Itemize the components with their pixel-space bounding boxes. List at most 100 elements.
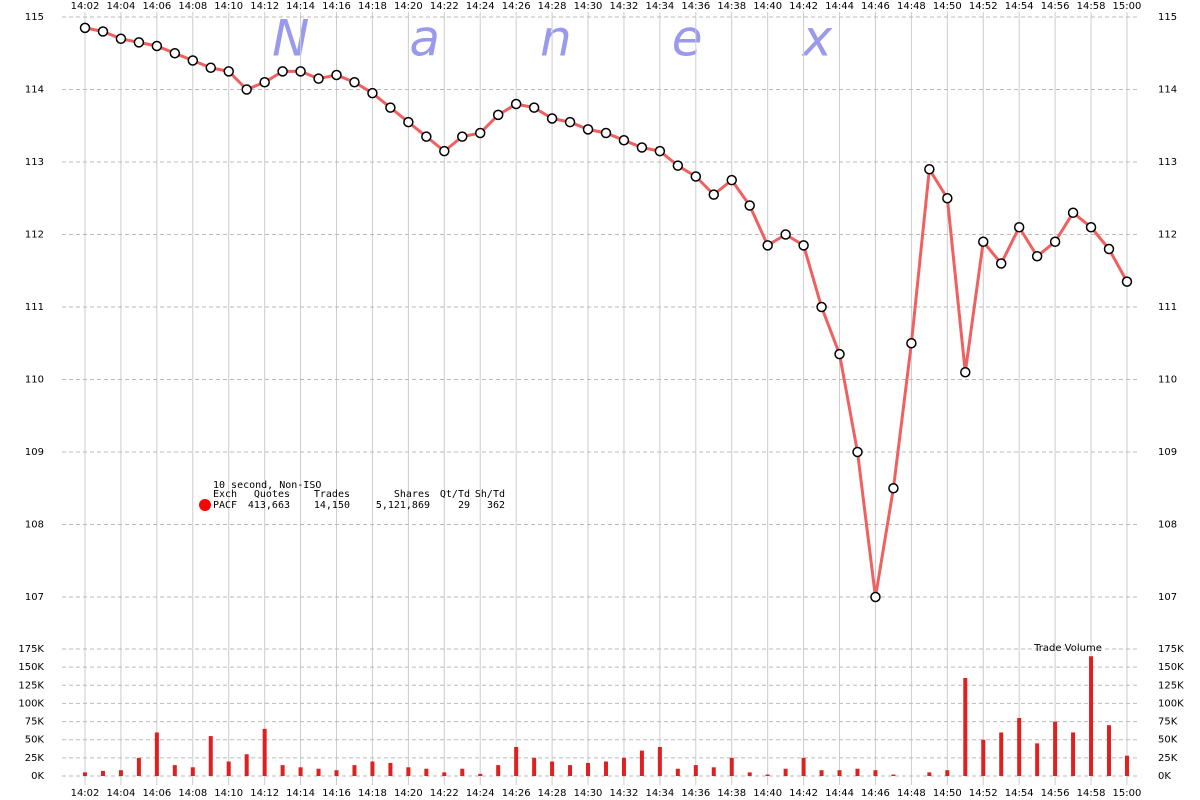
y2-tick-label: 0K [1158,771,1171,782]
x-tick-label-top: 14:40 [753,1,782,12]
trade-marker [97,26,109,37]
y2-tick-label: 100K [1158,698,1184,709]
volume-bar [262,728,267,776]
trade-marker [978,236,989,247]
trade-marker [241,84,252,95]
y2-tick-label: 150K [1158,662,1184,673]
y-tick-label: 100K [18,698,44,709]
x-tick-label-top: 14:22 [430,1,459,12]
x-tick-label-bottom: 14:52 [969,788,998,799]
volume-bar [208,736,213,776]
y2-tick-label: 25K [1158,753,1178,764]
x-tick-label-bottom: 14:30 [574,788,603,799]
x-tick-label-bottom: 14:14 [286,788,315,799]
volume-bar [496,765,501,776]
x-tick-label-bottom: 14:20 [394,788,423,799]
volume-bar [154,732,159,776]
trade-marker [79,22,91,34]
volume-bar [981,739,986,776]
volume-bar [118,770,123,776]
x-tick-label-top: 14:32 [610,1,639,12]
y-tick-label: 111 [25,302,44,313]
legend-cell: PACF [213,500,237,511]
legend-marker [199,499,211,511]
legend-header: Qt/Td [440,489,470,500]
x-tick-label-top: 14:54 [1005,1,1034,12]
x-tick-label-bottom: 14:02 [71,788,100,799]
legend-header: Trades [314,489,350,500]
x-tick-label-bottom: 14:08 [178,788,207,799]
legend-header: Sh/Td [475,489,505,500]
y-tick-label: 113 [25,157,44,168]
trade-marker [385,102,396,113]
legend-header: Shares [394,489,430,500]
trade-marker [870,591,881,603]
x-tick-label-bottom: 14:54 [1005,788,1034,799]
trade-marker [744,200,755,211]
x-tick-label-bottom: 14:50 [933,788,962,799]
volume-bar [136,757,141,776]
volume-bar [765,774,770,776]
y2-tick-label: 107 [1158,592,1177,603]
trade-marker [510,98,522,110]
x-tick-label-bottom: 14:56 [1041,788,1070,799]
x-tick-label-bottom: 14:24 [466,788,495,799]
x-tick-label-bottom: 14:48 [897,788,926,799]
trade-marker [1103,243,1115,255]
y2-tick-label: 110 [1158,375,1177,386]
x-tick-label-top: 14:12 [250,1,279,12]
trade-marker [331,69,342,81]
y-tick-label: 108 [25,520,44,531]
x-tick-label-bottom: 14:16 [322,788,351,799]
trade-marker [259,77,270,88]
x-tick-label-top: 14:58 [1077,1,1106,12]
x-tick-label-bottom: 14:36 [681,788,710,799]
volume-bar [1053,721,1058,776]
trade-marker [888,483,899,494]
x-tick-label-top: 14:10 [214,1,243,12]
volume-bar [424,768,429,776]
trade-marker [133,37,145,48]
y2-tick-label: 175K [1158,644,1184,655]
volume-bar [819,770,824,776]
x-tick-label-bottom: 14:06 [142,788,171,799]
trade-marker [708,189,720,200]
x-tick-label-bottom: 14:26 [502,788,531,799]
trade-marker [367,87,378,99]
x-tick-label-bottom: 14:46 [861,788,890,799]
x-tick-label-top: 14:34 [645,1,674,12]
trade-marker [798,240,809,251]
volume-bar [999,732,1004,776]
y2-tick-label: 109 [1158,447,1177,458]
volume-bar [693,765,698,776]
volume-bar [1124,755,1129,776]
x-tick-label-top: 14:08 [178,1,207,12]
x-tick-label-top: 14:26 [502,1,531,12]
trade-marker [942,193,953,204]
x-tick-label-top: 14:20 [394,1,423,12]
x-tick-label-bottom: 14:58 [1077,788,1106,799]
trade-marker [780,229,791,240]
x-tick-label-top: 14:44 [825,1,854,12]
x-tick-label-top: 14:04 [107,1,136,12]
volume-bar [244,754,249,776]
x-tick-label-top: 14:42 [789,1,818,12]
volume-bar [478,773,483,776]
volume-bar [514,746,519,776]
legend-cell: 5,121,869 [376,500,430,511]
volume-bar [100,770,105,776]
x-tick-label-top: 14:02 [71,1,100,12]
x-tick-label-bottom: 14:28 [538,788,567,799]
y-tick-label: 107 [25,592,44,603]
trade-marker [403,116,414,128]
trade-marker [457,131,468,142]
y-tick-label: 175K [18,644,44,655]
x-tick-label-top: 14:06 [142,1,171,12]
volume-bar [352,765,357,776]
trade-marker [1013,222,1025,233]
trade-marker [636,142,648,153]
volume-title: Trade Volume [1033,643,1102,654]
volume-bar [190,767,195,776]
trade-marker [1085,222,1097,233]
